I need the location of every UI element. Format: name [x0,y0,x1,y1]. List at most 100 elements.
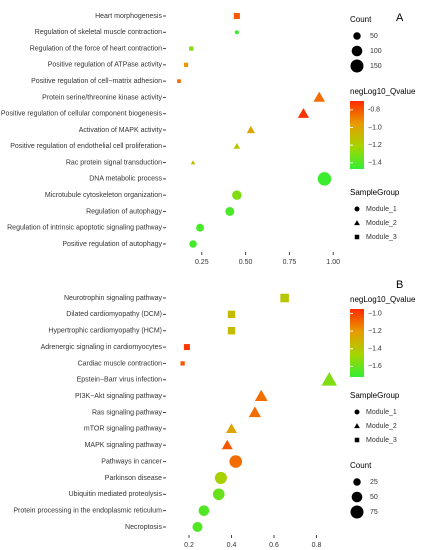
x-tick-label: 0.50 [239,259,253,266]
y-tick-label: Heart morphogenesis [95,13,162,20]
y-tick-label: Pathways in cancer [101,458,162,465]
legend-size [351,491,363,503]
y-tick-label: Positive regulation of autophagy [62,241,162,248]
y-tick-label: Cardiac muscle contraction [78,360,163,367]
dot [317,172,332,186]
legend-size [350,59,364,73]
dot [183,344,190,351]
dot [254,389,268,401]
legend-label: 25 [370,479,378,486]
y-tick-label: Positive regulation of ATPase activity [48,62,163,69]
y-tick-label: Protein serine/threonine kinase activity [42,94,162,101]
x-tick-label: 0.8 [312,542,322,549]
legend-label: Module_1 [366,409,397,416]
dot [227,327,236,335]
y-tick-label: DNA metabolic process [89,176,162,183]
legend-shape [354,423,360,429]
dot [189,240,197,248]
y-tick-label: MAPK signaling pathway [85,442,163,449]
dot [280,293,289,303]
legend-label: Module_2 [366,423,397,430]
dot [321,372,337,386]
legend-title: SampleGroup [350,188,400,197]
legend-label: −1.4 [368,160,382,167]
y-tick-label: Regulation of the force of heart contrac… [30,45,162,52]
y-tick-label: Activation of MAPK activity [79,127,163,134]
dot [214,471,227,484]
dot [190,160,196,165]
legend-size [353,32,361,40]
dot [234,30,239,35]
y-tick-label: Dilated cardiomyopathy (DCM) [66,311,162,318]
legend-label: Module_3 [366,234,397,241]
dot [233,12,240,20]
y-tick-label: Rac protein signal transduction [66,159,162,166]
legend-label: −1.2 [368,142,382,149]
x-tick-label: 0.2 [184,542,194,549]
dot [212,488,225,501]
dot [183,62,189,67]
y-tick-label: Regulation of intrinsic apoptotic signal… [7,225,162,232]
y-tick-label: Hypertrophic cardiomyopathy (HCM) [48,328,162,335]
dot [192,521,203,533]
panel-label: B [396,279,403,291]
dot [246,125,255,134]
legend-label: 100 [370,48,382,55]
y-tick-label: Epstein−Barr virus infection [77,377,163,384]
y-tick-label: Positive regulation of cell−matrix adhes… [31,78,162,85]
legend-label: Module_1 [366,206,397,213]
legend-label: −1.2 [368,328,382,335]
dot [180,361,185,366]
dot [177,79,181,83]
legend-size [351,45,363,57]
legend-label: Module_2 [366,220,397,227]
dot [226,423,237,433]
y-tick-label: Protein processing in the endoplasmic re… [13,507,162,514]
x-tick-label: 0.4 [227,542,237,549]
x-tick-label: 0.75 [283,259,297,266]
legend-label: −1.0 [368,310,382,317]
legend-label: −1.4 [368,346,382,353]
y-tick-label: Positive regulation of endothelial cell … [10,143,162,150]
dot [189,46,194,51]
y-tick-label: Positive regulation of cellular componen… [1,111,163,118]
y-tick-label: Microtubule cytoskeleton organization [45,192,162,199]
dot [227,310,236,319]
legend-shape [354,409,360,415]
legend-size [350,505,364,519]
y-tick-label: Parkinson disease [105,475,162,482]
y-tick-label: Ubiquitin mediated proteolysis [69,491,163,498]
legend-label: −1.0 [368,124,382,131]
x-tick-label: 0.6 [269,542,279,549]
dot [233,142,241,149]
legend-title: negLog10_Qvalue [350,87,416,96]
panel-label: A [396,12,404,24]
y-tick-label: Necroptosis [125,524,162,531]
dot [221,439,233,450]
legend-title: negLog10_Qvalue [350,295,416,304]
legend-label: Module_3 [366,437,397,444]
y-tick-label: Adrenergic signaling in cardiomyocytes [41,344,163,351]
legend-title: SampleGroup [350,391,400,400]
dot [225,206,235,216]
legend-label: 150 [370,63,382,70]
dot [196,223,204,232]
x-tick-label: 1.00 [326,259,340,266]
legend-label: 50 [370,33,378,40]
legend-title: Count [350,461,372,470]
y-tick-label: Ras signaling pathway [92,409,163,416]
dot [229,455,243,468]
legend-shape [354,437,360,443]
x-tick-label: 0.25 [195,259,209,266]
legend-label: 75 [370,509,378,516]
legend-shape [354,206,360,212]
legend-label: -0.8 [368,107,380,114]
dot [313,91,326,102]
dot [232,190,242,200]
y-tick-label: Regulation of autophagy [86,208,162,215]
colorbar [350,101,364,169]
legend-shape [354,234,360,240]
dot [248,406,261,418]
legend-label: 50 [370,494,378,501]
